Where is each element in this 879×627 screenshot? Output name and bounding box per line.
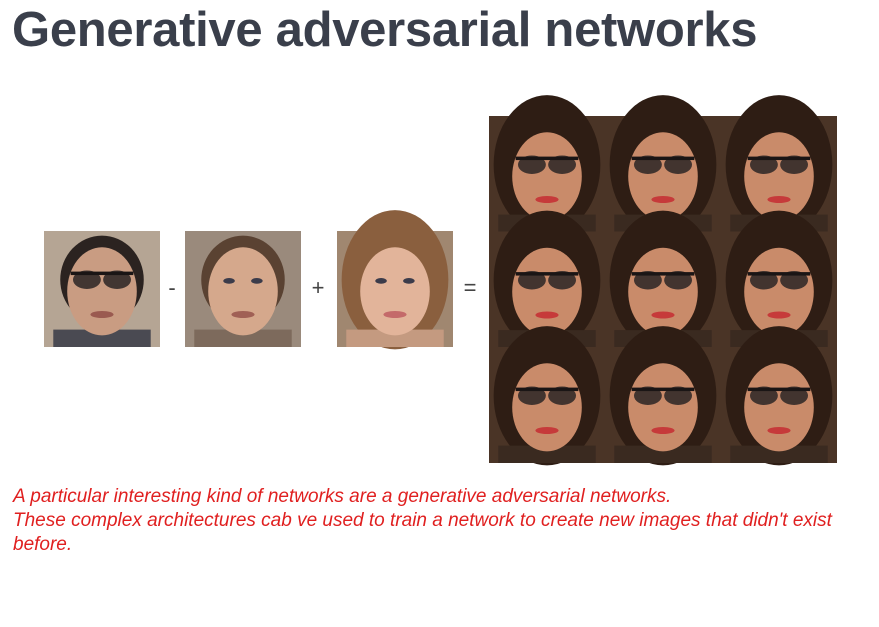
eye: [403, 277, 415, 284]
mouth: [651, 427, 675, 434]
minus-sign: -: [168, 275, 175, 300]
mouth: [90, 311, 114, 318]
glasses-frame: [631, 272, 695, 276]
shoulders: [614, 445, 712, 463]
shoulders: [346, 329, 444, 347]
equals-sign: =: [464, 275, 477, 300]
shoulders: [194, 329, 292, 347]
mouth: [767, 427, 791, 434]
glasses-frame: [631, 156, 695, 161]
face: [67, 247, 137, 336]
mouth: [767, 196, 791, 204]
eye: [251, 277, 263, 284]
face: [628, 363, 698, 452]
face: [360, 247, 430, 336]
glasses-frame: [631, 387, 695, 392]
shoulders: [498, 445, 596, 463]
shoulders: [730, 445, 828, 463]
glasses-frame: [747, 387, 811, 392]
face: [744, 363, 814, 452]
face-photo: [489, 326, 605, 466]
mouth: [651, 196, 675, 204]
glasses-frame: [515, 272, 579, 276]
glasses-frame: [70, 271, 134, 276]
mouth: [767, 311, 791, 319]
face: [512, 132, 582, 221]
face: [744, 132, 814, 221]
caption: A particular interesting kind of network…: [13, 485, 843, 557]
face: [208, 247, 278, 336]
face-photo: [605, 326, 721, 466]
plus-sign: +: [312, 275, 325, 300]
shoulders: [53, 329, 151, 347]
mouth: [535, 311, 559, 319]
equation-figure: - + =: [44, 95, 837, 466]
face: [512, 247, 582, 336]
caption-line: These complex architectures cab ve used …: [13, 510, 832, 555]
face-photo: [185, 231, 301, 347]
face-photo: [44, 231, 160, 347]
face-photo: [337, 210, 453, 350]
face: [744, 247, 814, 336]
glasses-frame: [515, 387, 579, 392]
face: [628, 247, 698, 336]
mouth: [231, 311, 255, 318]
glasses-frame: [747, 156, 811, 161]
eye: [223, 277, 235, 284]
caption-line: A particular interesting kind of network…: [13, 486, 672, 507]
glasses-frame: [515, 156, 579, 161]
face: [628, 132, 698, 221]
mouth: [535, 427, 559, 434]
eye: [375, 277, 387, 284]
slide-title: Generative adversarial networks: [12, 3, 758, 57]
face-photo: [721, 326, 837, 466]
glasses-frame: [747, 272, 811, 276]
mouth: [535, 196, 559, 204]
face: [512, 363, 582, 452]
mouth: [651, 311, 675, 319]
face-photo: [721, 210, 837, 350]
mouth: [383, 311, 407, 318]
